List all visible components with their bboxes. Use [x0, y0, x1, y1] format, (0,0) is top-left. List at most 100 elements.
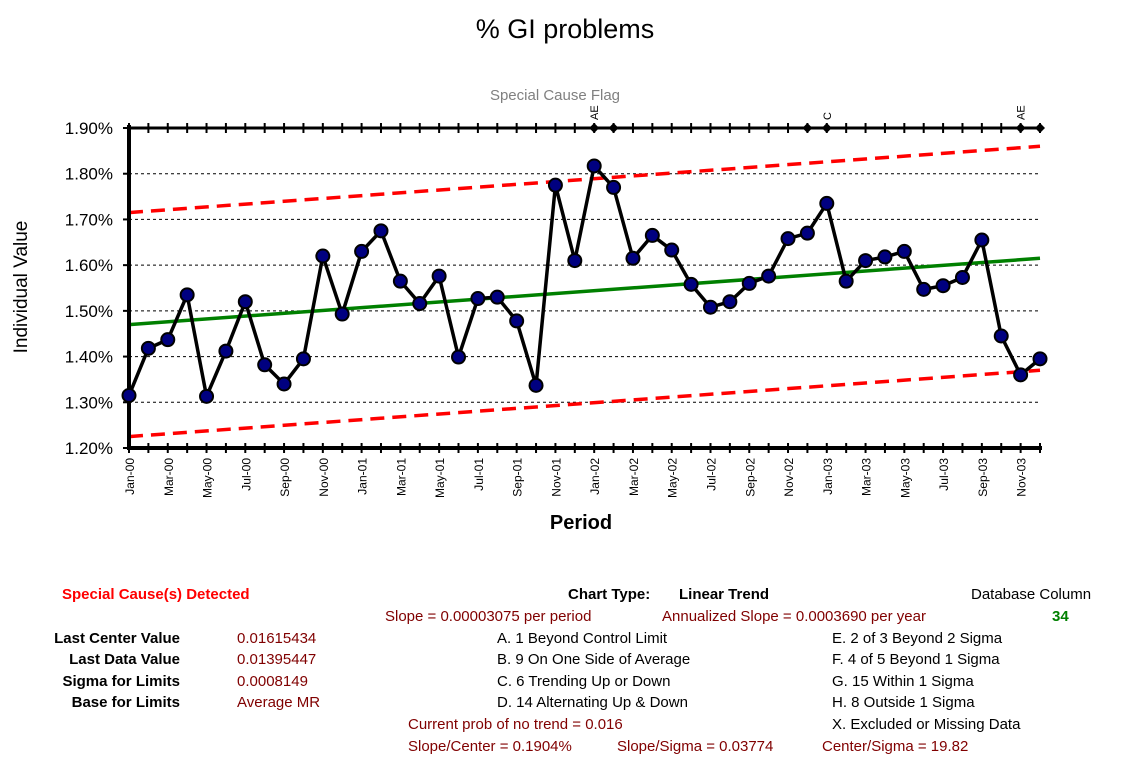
data-point [722, 294, 738, 310]
x-tick-label: Jul-03 [937, 458, 951, 491]
flag-label: C [822, 112, 834, 120]
chart-type-value: Linear Trend [679, 586, 770, 603]
database-column-label: Database Column [971, 586, 1092, 603]
control-chart: % GI problems Special Cause Flag Individ… [11, 14, 1048, 534]
lower-control-limit [128, 368, 1041, 439]
data-point [547, 177, 563, 193]
rule-f: F. 4 of 5 Beyond 1 Sigma [832, 651, 1000, 668]
x-tick-label: Jan-00 [123, 458, 137, 495]
database-column-value: 34 [1052, 608, 1069, 625]
rule-d: D. 14 Alternating Up & Down [497, 694, 688, 711]
x-tick-label: Mar-00 [162, 458, 176, 496]
x-tick-label: Mar-03 [860, 458, 874, 496]
rule-a: A. 1 Beyond Control Limit [497, 630, 668, 647]
y-tick-label: 1.20% [65, 439, 113, 458]
prob-no-trend: Current prob of no trend = 0.016 [408, 716, 623, 733]
y-tick-label: 1.50% [65, 302, 113, 321]
rule-e: E. 2 of 3 Beyond 2 Sigma [832, 630, 1003, 647]
data-point [431, 268, 447, 284]
y-tick-label: 1.70% [65, 210, 113, 229]
data-point [625, 250, 641, 266]
data-point [295, 351, 311, 367]
last-center-label: Last Center Value [54, 630, 180, 647]
data-point [373, 223, 389, 239]
data-point [993, 328, 1009, 344]
data-point [974, 232, 990, 248]
special-cause-status: Special Cause(s) Detected [62, 586, 250, 603]
x-tick-label: Mar-02 [627, 458, 641, 496]
slope-center: Slope/Center = 0.1904% [408, 738, 572, 755]
y-tick-label: 1.40% [65, 348, 113, 367]
x-tick-label: Nov-03 [1015, 458, 1029, 497]
special-cause-flags: AE C AE [589, 105, 1045, 133]
x-tick-label: May-02 [666, 458, 680, 498]
x-tick-label: Jan-03 [821, 458, 835, 495]
data-point [702, 299, 718, 315]
data-point [838, 273, 854, 289]
y-tick-labels: 1.20% 1.30% 1.40% 1.50% 1.60% 1.70% 1.80% 1.90% [65, 119, 113, 458]
data-point [567, 253, 583, 269]
flag-label: AE [589, 105, 601, 120]
data-point [392, 273, 408, 289]
center-sigma: Center/Sigma = 19.82 [822, 738, 969, 755]
data-series [121, 158, 1048, 404]
data-point [276, 376, 292, 392]
rule-h: H. 8 Outside 1 Sigma [832, 694, 975, 711]
slope-sigma: Slope/Sigma = 0.03774 [617, 738, 774, 755]
special-cause-flag-title: Special Cause Flag [490, 87, 620, 104]
data-point [877, 249, 893, 265]
chart-type-label: Chart Type: [568, 586, 651, 603]
x-tick-labels: Jan-00 Mar-00 May-00 Jul-00 Sep-00 Nov-00 Jan-… [123, 458, 1029, 498]
data-point [528, 377, 544, 393]
data-point [916, 281, 932, 297]
data-point [179, 287, 195, 303]
flag-label: AE [1016, 105, 1028, 120]
data-point [160, 332, 176, 348]
data-point [489, 289, 505, 305]
data-point [683, 276, 699, 292]
data-point [470, 291, 486, 307]
data-point [799, 225, 815, 241]
data-point [1032, 351, 1048, 367]
x-tick-label: Jul-02 [704, 458, 718, 491]
sigma-label: Sigma for Limits [62, 673, 180, 690]
flag-marker [589, 123, 600, 133]
slope-text: Slope = 0.00003075 per period [385, 608, 592, 625]
data-point [858, 253, 874, 269]
rule-g: G. 15 Within 1 Sigma [832, 673, 974, 690]
data-point [451, 349, 467, 365]
chart-title: % GI problems [476, 14, 655, 44]
data-point [935, 278, 951, 294]
y-tick-label: 1.80% [65, 165, 113, 184]
annualized-slope-text: Annualized Slope = 0.0003690 per year [662, 608, 926, 625]
y-tick-label: 1.30% [65, 393, 113, 412]
x-tick-label: Sep-02 [743, 458, 757, 497]
gridlines [129, 173, 1040, 403]
data-point [354, 243, 370, 259]
control-limits [128, 144, 1041, 439]
data-point [606, 179, 622, 195]
rule-c: C. 6 Trending Up or Down [497, 673, 671, 690]
x-tick-label: May-00 [201, 458, 215, 498]
data-point [199, 388, 215, 404]
x-tick-label: Mar-01 [394, 458, 408, 496]
flag-marker [1015, 123, 1026, 133]
x-tick-label: Jul-00 [239, 458, 253, 491]
last-data-value: 0.01395447 [237, 651, 317, 668]
data-point [761, 268, 777, 284]
rule-b: B. 9 On One Side of Average [497, 651, 691, 668]
y-tick-label: 1.90% [65, 119, 113, 138]
last-center-value: 0.01615434 [237, 630, 317, 647]
y-tick-label: 1.60% [65, 256, 113, 275]
data-point [896, 243, 912, 259]
data-point [509, 313, 525, 329]
data-point [257, 357, 273, 373]
x-tick-label: May-01 [433, 458, 447, 498]
center-line [128, 256, 1041, 327]
x-tick-label: Nov-00 [317, 458, 331, 497]
x-tick-label: Nov-02 [782, 458, 796, 497]
x-tick-label: Jan-02 [588, 458, 602, 495]
flag-marker [802, 123, 813, 133]
data-point [780, 231, 796, 247]
flag-marker [608, 123, 619, 133]
